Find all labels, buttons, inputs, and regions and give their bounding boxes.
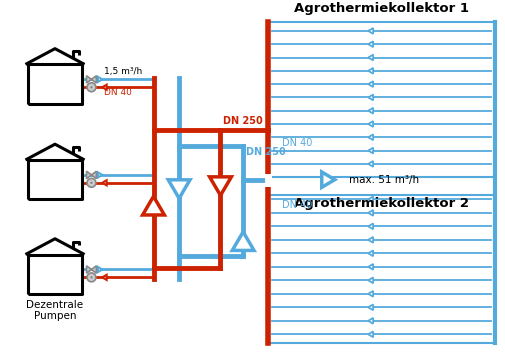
Polygon shape (91, 171, 96, 179)
Polygon shape (86, 266, 91, 273)
Polygon shape (142, 196, 164, 215)
Polygon shape (368, 161, 372, 167)
Polygon shape (98, 77, 102, 82)
Polygon shape (209, 177, 231, 195)
Polygon shape (368, 41, 372, 47)
Polygon shape (368, 305, 372, 310)
Polygon shape (168, 180, 190, 198)
Circle shape (87, 178, 95, 187)
Polygon shape (368, 121, 372, 127)
Text: max. 51 m³/h: max. 51 m³/h (348, 175, 418, 185)
Circle shape (87, 83, 95, 92)
Text: DN 40: DN 40 (281, 200, 311, 210)
Polygon shape (368, 332, 372, 337)
Polygon shape (368, 251, 372, 256)
Polygon shape (232, 232, 254, 250)
Text: DN 40: DN 40 (281, 138, 311, 148)
Text: DN 250: DN 250 (245, 147, 285, 157)
Polygon shape (86, 171, 91, 179)
Text: Agrothermiekollektor 2: Agrothermiekollektor 2 (293, 197, 468, 211)
Polygon shape (368, 237, 372, 243)
Polygon shape (102, 85, 107, 90)
Polygon shape (368, 55, 372, 60)
Polygon shape (91, 76, 96, 83)
Polygon shape (102, 180, 107, 185)
Polygon shape (368, 148, 372, 153)
Text: Dezentrale
Pumpen: Dezentrale Pumpen (26, 300, 83, 321)
Polygon shape (368, 196, 372, 202)
Polygon shape (91, 266, 96, 273)
Polygon shape (102, 275, 107, 280)
Polygon shape (368, 278, 372, 283)
Polygon shape (368, 94, 372, 100)
Polygon shape (321, 172, 334, 187)
Polygon shape (86, 76, 91, 83)
Circle shape (90, 182, 92, 184)
Text: 1,5 m³/h: 1,5 m³/h (104, 67, 142, 76)
Polygon shape (368, 28, 372, 34)
Text: DN 250: DN 250 (223, 116, 263, 126)
Polygon shape (368, 108, 372, 114)
Polygon shape (368, 223, 372, 229)
Text: Agrothermiekollektor 1: Agrothermiekollektor 1 (293, 2, 468, 15)
Circle shape (90, 276, 92, 279)
Polygon shape (368, 68, 372, 74)
Text: DN 40: DN 40 (104, 88, 132, 97)
Circle shape (90, 86, 92, 88)
Polygon shape (368, 318, 372, 324)
Polygon shape (368, 291, 372, 297)
Polygon shape (98, 267, 102, 272)
Circle shape (87, 273, 95, 282)
Polygon shape (368, 135, 372, 140)
Polygon shape (368, 264, 372, 270)
Polygon shape (368, 210, 372, 216)
Polygon shape (368, 81, 372, 87)
Polygon shape (98, 173, 102, 178)
